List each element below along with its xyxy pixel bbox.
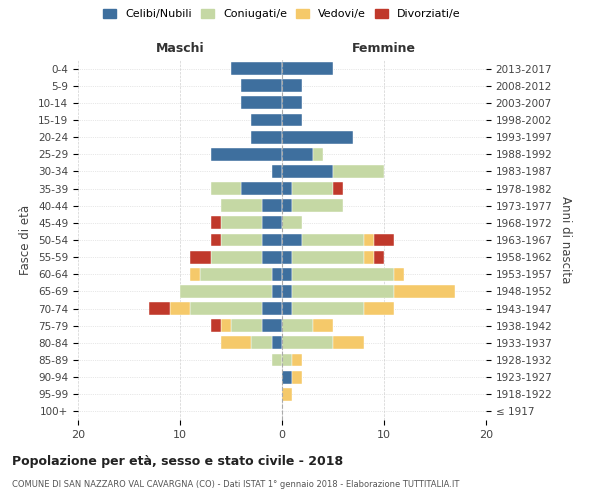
Bar — [374, 250, 384, 264]
Bar — [262, 320, 282, 332]
Bar — [221, 320, 231, 332]
Bar — [251, 336, 272, 349]
Bar — [190, 302, 262, 315]
Bar — [292, 200, 343, 212]
Bar — [170, 302, 190, 315]
Bar — [190, 268, 200, 280]
Bar — [282, 165, 333, 178]
Bar — [394, 268, 404, 280]
Bar — [200, 268, 272, 280]
Bar — [241, 182, 282, 195]
Bar — [272, 336, 282, 349]
Bar — [190, 250, 211, 264]
Text: Popolazione per età, sesso e stato civile - 2018: Popolazione per età, sesso e stato civil… — [12, 455, 343, 468]
Bar — [211, 234, 221, 246]
Bar — [272, 354, 282, 366]
Bar — [262, 216, 282, 230]
Bar — [241, 96, 282, 110]
Bar — [333, 336, 364, 349]
Bar — [292, 250, 364, 264]
Bar — [292, 302, 364, 315]
Legend: Celibi/Nubili, Coniugati/e, Vedovi/e, Divorziati/e: Celibi/Nubili, Coniugati/e, Vedovi/e, Di… — [99, 4, 465, 24]
Bar — [333, 182, 343, 195]
Bar — [180, 285, 272, 298]
Bar — [282, 268, 292, 280]
Bar — [262, 302, 282, 315]
Bar — [221, 216, 262, 230]
Bar — [282, 370, 292, 384]
Bar — [333, 165, 384, 178]
Text: Maschi: Maschi — [155, 42, 205, 55]
Bar — [211, 182, 241, 195]
Bar — [211, 250, 262, 264]
Bar — [292, 182, 333, 195]
Bar — [272, 268, 282, 280]
Bar — [282, 320, 313, 332]
Bar — [292, 285, 394, 298]
Bar — [282, 62, 333, 75]
Bar — [272, 285, 282, 298]
Bar — [282, 302, 292, 315]
Bar — [221, 234, 262, 246]
Bar — [282, 80, 302, 92]
Bar — [282, 388, 292, 400]
Bar — [282, 234, 302, 246]
Bar — [251, 114, 282, 126]
Bar — [364, 302, 394, 315]
Bar — [313, 148, 323, 160]
Bar — [241, 80, 282, 92]
Bar — [221, 336, 251, 349]
Bar — [302, 234, 364, 246]
Bar — [282, 200, 292, 212]
Bar — [292, 268, 394, 280]
Bar — [282, 114, 302, 126]
Bar — [211, 148, 282, 160]
Y-axis label: Anni di nascita: Anni di nascita — [559, 196, 572, 284]
Bar — [282, 250, 292, 264]
Bar — [394, 285, 455, 298]
Bar — [282, 285, 292, 298]
Bar — [364, 234, 374, 246]
Bar — [262, 200, 282, 212]
Bar — [211, 320, 221, 332]
Bar — [251, 130, 282, 143]
Bar — [262, 250, 282, 264]
Bar — [364, 250, 374, 264]
Bar — [272, 165, 282, 178]
Bar — [282, 182, 292, 195]
Bar — [282, 130, 353, 143]
Bar — [231, 62, 282, 75]
Bar — [231, 320, 262, 332]
Bar — [221, 200, 262, 212]
Text: Femmine: Femmine — [352, 42, 416, 55]
Bar — [313, 320, 333, 332]
Bar — [282, 148, 313, 160]
Bar — [292, 354, 302, 366]
Text: COMUNE DI SAN NAZZARO VAL CAVARGNA (CO) - Dati ISTAT 1° gennaio 2018 - Elaborazi: COMUNE DI SAN NAZZARO VAL CAVARGNA (CO) … — [12, 480, 460, 489]
Bar — [262, 234, 282, 246]
Bar — [149, 302, 170, 315]
Bar — [292, 370, 302, 384]
Bar — [211, 216, 221, 230]
Bar — [282, 96, 302, 110]
Bar — [282, 216, 302, 230]
Bar — [282, 354, 292, 366]
Y-axis label: Fasce di età: Fasce di età — [19, 205, 32, 275]
Bar — [374, 234, 394, 246]
Bar — [282, 336, 333, 349]
